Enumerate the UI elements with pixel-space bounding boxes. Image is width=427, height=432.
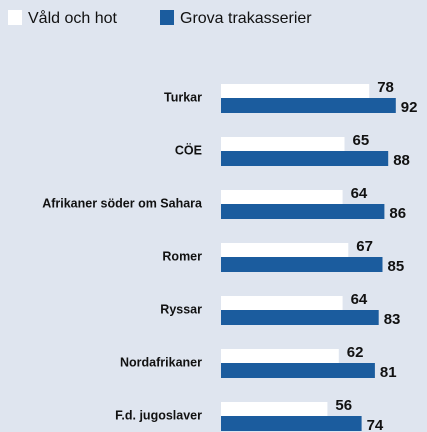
category-label: Ryssar <box>160 302 202 316</box>
value-label: 65 <box>353 132 370 149</box>
bar <box>221 402 328 416</box>
category-label: Turkar <box>164 90 202 104</box>
value-label: 83 <box>384 311 401 328</box>
category-label: Romer <box>162 249 202 263</box>
bar <box>221 190 343 204</box>
bar <box>221 416 362 431</box>
bar <box>221 363 375 378</box>
category-label: Afrikaner söder om Sahara <box>42 196 203 210</box>
bar <box>221 204 385 219</box>
bar <box>221 349 339 363</box>
bar <box>221 296 343 310</box>
value-label: 74 <box>367 417 384 432</box>
value-label: 85 <box>388 258 405 275</box>
bar <box>221 257 383 272</box>
legend-swatch <box>8 10 22 25</box>
bar <box>221 137 345 151</box>
value-label: 88 <box>393 152 410 169</box>
value-label: 92 <box>401 99 418 116</box>
value-label: 78 <box>377 79 394 96</box>
value-label: 64 <box>351 185 368 202</box>
legend-label: Våld och hot <box>28 9 118 27</box>
bar <box>221 151 389 166</box>
bar <box>221 310 379 325</box>
value-label: 81 <box>380 364 397 381</box>
category-label: CÖE <box>175 142 202 157</box>
category-label: Nordafrikaner <box>120 355 202 369</box>
bar <box>221 243 349 257</box>
legend-swatch <box>160 10 174 25</box>
value-label: 67 <box>356 238 373 255</box>
bar <box>221 84 370 98</box>
legend-label: Grova trakasserier <box>180 10 312 27</box>
value-label: 56 <box>335 397 352 414</box>
value-label: 86 <box>389 205 406 222</box>
bar <box>221 98 396 113</box>
category-label: F.d. jugoslaver <box>115 408 202 422</box>
value-label: 64 <box>351 291 368 308</box>
value-label: 62 <box>347 344 364 361</box>
